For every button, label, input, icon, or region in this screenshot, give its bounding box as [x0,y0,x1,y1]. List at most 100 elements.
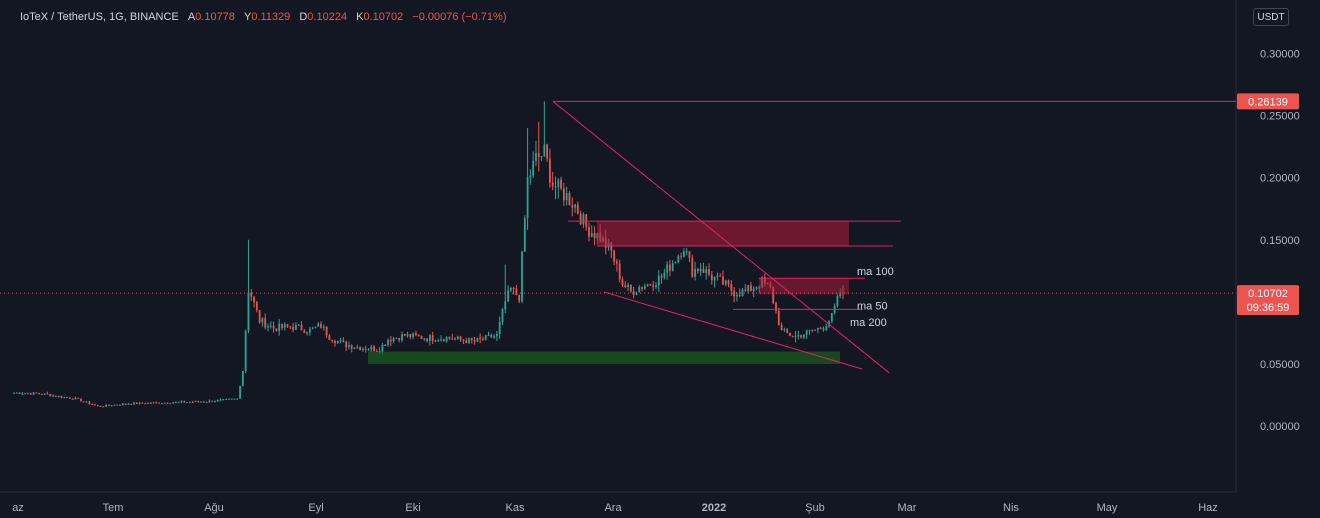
open-label: A [187,11,196,23]
candle-body [479,338,482,340]
right-edge [1306,0,1320,518]
candle-body [747,285,750,292]
candle-body [52,395,54,397]
y-tick-label: 0.05000 [1260,359,1300,371]
candle-body [666,264,669,273]
candle-body [88,401,91,405]
candle-body [649,284,652,286]
candle-body [783,329,786,331]
candle-body [549,158,551,183]
candle-body [456,336,459,339]
candle-body [57,395,60,397]
candle-body [822,328,825,331]
candle-body [459,336,462,340]
candle-body [141,402,144,404]
candle-body [529,175,532,178]
x-tick-label: Haz [1198,502,1218,514]
candle-body [174,401,177,403]
candle-body [825,326,828,331]
candle-body [295,325,297,330]
candle-body [749,285,752,292]
candle-body [353,347,356,349]
candle-body [482,338,484,340]
candle-body [292,327,295,330]
x-tick-label: Eki [405,502,420,514]
candle-body [202,401,205,403]
candle-body [780,324,783,331]
candle-body [655,285,657,288]
candle-body [685,251,688,253]
y-tick-label: 0.30000 [1260,48,1300,60]
candle-body [169,403,172,405]
candle-body [35,392,38,394]
candle-body [613,250,616,262]
open-value: 0.10778 [195,11,235,23]
currency-button[interactable]: USDT [1253,8,1289,26]
candle-body [54,395,57,397]
candle-body [281,323,283,328]
change-value: −0.00076 (−0.71%) [412,11,507,23]
candle-body [451,338,454,340]
candle-body [403,334,406,336]
candle-body [138,402,141,404]
candle-body [71,398,74,400]
candle-body [107,404,110,406]
candle-body [356,346,359,348]
candle-body [286,324,289,327]
candle-body [133,402,135,405]
annotation-label: ma 50 [857,301,888,313]
candle-body [205,401,208,403]
candle-body [381,344,384,353]
candle-body [200,401,202,403]
low-value: 0.10224 [307,11,348,23]
candle-body [412,333,415,338]
candle-body [219,399,222,401]
candle-body [579,213,582,225]
candle-body [378,350,381,353]
candle-body [518,295,521,302]
x-tick-label: Tem [103,502,124,514]
candle-body [509,287,512,291]
candle-body [680,255,683,257]
price-label-box [1237,285,1299,316]
candle-body [144,403,147,405]
y-tick-label: 0.00000 [1260,421,1300,433]
candle-body [719,275,722,277]
symbol-title[interactable]: IoTeX / TetherUS, 1G, BINANCE [20,11,179,23]
candle-body [398,337,401,341]
candle-body [535,153,537,161]
candle-body [554,186,557,188]
candle-body [82,401,85,403]
candle-body [624,285,627,288]
candle-body [348,345,350,347]
candle-body [247,292,250,331]
candle-body [805,330,808,335]
ma-zone [759,278,849,295]
candle-body [660,275,663,278]
candle-body [105,404,108,407]
candle-body [18,392,21,394]
candle-body [163,402,166,404]
candle-body [752,288,755,292]
candle-body [29,393,32,395]
candle-body [702,269,705,273]
candle-body [283,324,286,328]
candle-body [733,290,736,297]
candle-body [794,336,797,338]
candle-body [705,269,708,273]
x-tick-label: May [1097,502,1118,514]
candle-body [216,399,219,402]
candle-body [155,402,158,404]
high-value: 0.11329 [251,11,291,23]
candle-body [632,291,635,295]
candle-body [537,153,540,157]
candle-body [401,334,403,341]
candle-body [727,280,730,285]
high-label: Y [243,11,252,23]
candle-body [562,188,565,201]
candle-body [389,339,392,342]
candle-body [320,323,322,328]
candle-body [239,386,241,399]
